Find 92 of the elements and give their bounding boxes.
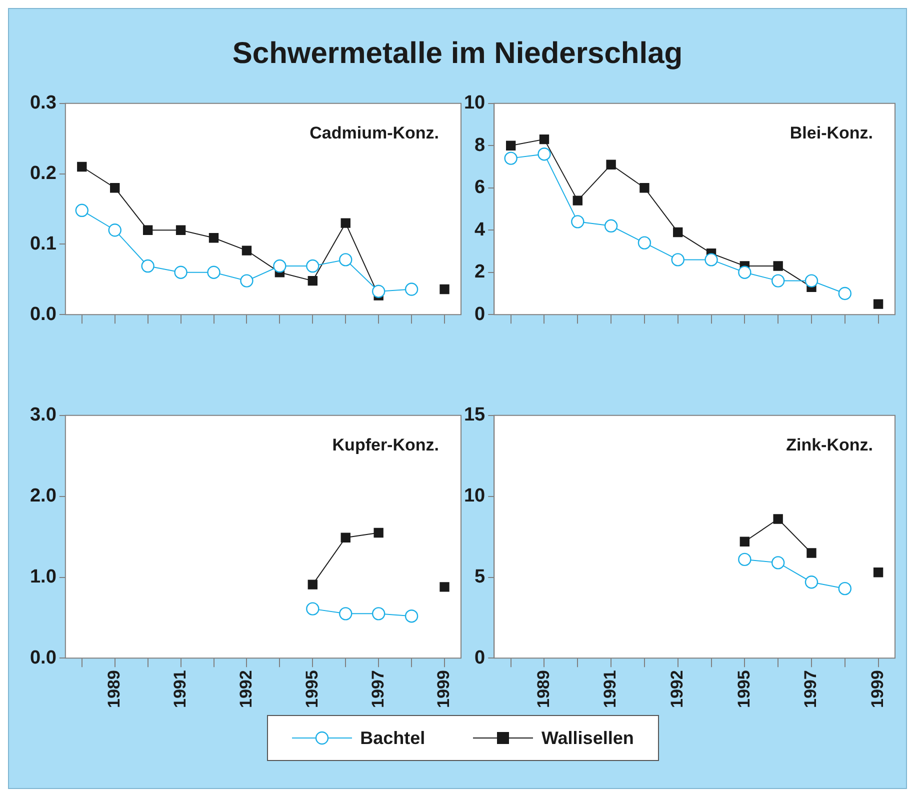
x-tick-label: 1997 <box>801 670 820 708</box>
point <box>838 286 852 300</box>
y-tick-label: 0.0 <box>30 647 56 668</box>
x-tick-label: 1991 <box>170 670 190 708</box>
point <box>306 602 320 616</box>
point <box>638 236 652 250</box>
x-tick-label: 1995 <box>734 670 754 708</box>
point <box>440 582 450 592</box>
y-tick-label: 2.0 <box>30 486 56 507</box>
y-tick-label: 0.1 <box>30 233 57 254</box>
annotation: Kupfer-Konz. <box>332 436 439 455</box>
y-tick-label: 2 <box>474 262 486 283</box>
y-tick-label: 10 <box>464 486 486 507</box>
point <box>806 548 816 558</box>
point <box>208 233 219 243</box>
y-tick-label: 0 <box>474 647 486 668</box>
point <box>142 225 153 235</box>
point <box>340 218 350 228</box>
point <box>141 259 154 273</box>
point <box>77 162 87 172</box>
point <box>539 134 550 144</box>
point <box>207 266 220 279</box>
point <box>404 282 418 296</box>
y-tick-label: 15 <box>464 404 486 426</box>
legend-label: Wallisellen <box>541 728 634 748</box>
x-tick-label: 1991 <box>600 670 620 708</box>
point <box>340 532 350 542</box>
y-tick-label: 0.3 <box>30 92 56 114</box>
y-tick-label: 8 <box>474 134 486 156</box>
point <box>773 514 783 524</box>
point <box>273 259 286 273</box>
point <box>704 253 718 266</box>
point <box>804 576 818 589</box>
x-tick-label: 1997 <box>368 670 388 708</box>
x-tick-label: 1989 <box>104 670 124 708</box>
point <box>738 552 752 566</box>
y-tick-label: 0 <box>474 304 486 325</box>
y-tick-label: 0.0 <box>30 304 56 325</box>
y-tick-label: 5 <box>474 566 486 588</box>
point <box>771 556 785 570</box>
x-tick-label: 1999 <box>868 670 887 708</box>
point <box>773 261 783 271</box>
point <box>174 266 188 279</box>
point <box>873 299 884 309</box>
point <box>372 284 386 298</box>
x-tick-label: 1989 <box>534 670 553 708</box>
point <box>339 607 352 620</box>
point <box>673 227 683 238</box>
point <box>804 274 818 288</box>
point <box>374 528 384 538</box>
y-tick-label: 6 <box>474 177 486 198</box>
point <box>504 152 518 165</box>
legend-label: Bachtel <box>360 728 426 748</box>
x-tick-label: 1999 <box>434 670 454 708</box>
point <box>75 204 88 218</box>
x-tick-label: 1992 <box>668 670 687 708</box>
point <box>308 276 318 286</box>
point <box>110 183 120 193</box>
y-tick-label: 4 <box>474 219 486 240</box>
point <box>176 225 186 235</box>
point <box>873 568 884 578</box>
point <box>771 274 785 288</box>
y-tick-label: 3.0 <box>30 404 56 426</box>
point <box>108 224 122 237</box>
point <box>506 140 516 150</box>
point <box>572 196 582 206</box>
point <box>740 536 750 546</box>
point <box>404 610 418 623</box>
point <box>604 219 618 232</box>
point <box>306 259 320 273</box>
chart-title: Schwermetalle im Niederschlag <box>231 37 684 71</box>
annotation: Blei-Konz. <box>790 124 873 143</box>
annotation: Cadmium-Konz. <box>310 124 439 143</box>
point <box>308 580 318 590</box>
x-tick-label: 1995 <box>302 670 322 708</box>
point <box>671 253 684 266</box>
point <box>571 215 584 228</box>
annotation: Zink-Konz. <box>786 436 873 455</box>
point <box>242 246 252 256</box>
point <box>339 253 352 266</box>
point <box>538 147 551 161</box>
point <box>838 582 852 596</box>
point <box>440 284 450 294</box>
y-tick-label: 0.2 <box>30 163 56 184</box>
y-tick-label: 1.0 <box>30 566 56 588</box>
point <box>372 607 386 620</box>
x-tick-label: 1992 <box>236 670 256 708</box>
point <box>606 160 616 170</box>
point <box>738 266 752 279</box>
point <box>640 183 650 193</box>
point <box>240 274 254 288</box>
y-tick-label: 10 <box>464 92 486 114</box>
